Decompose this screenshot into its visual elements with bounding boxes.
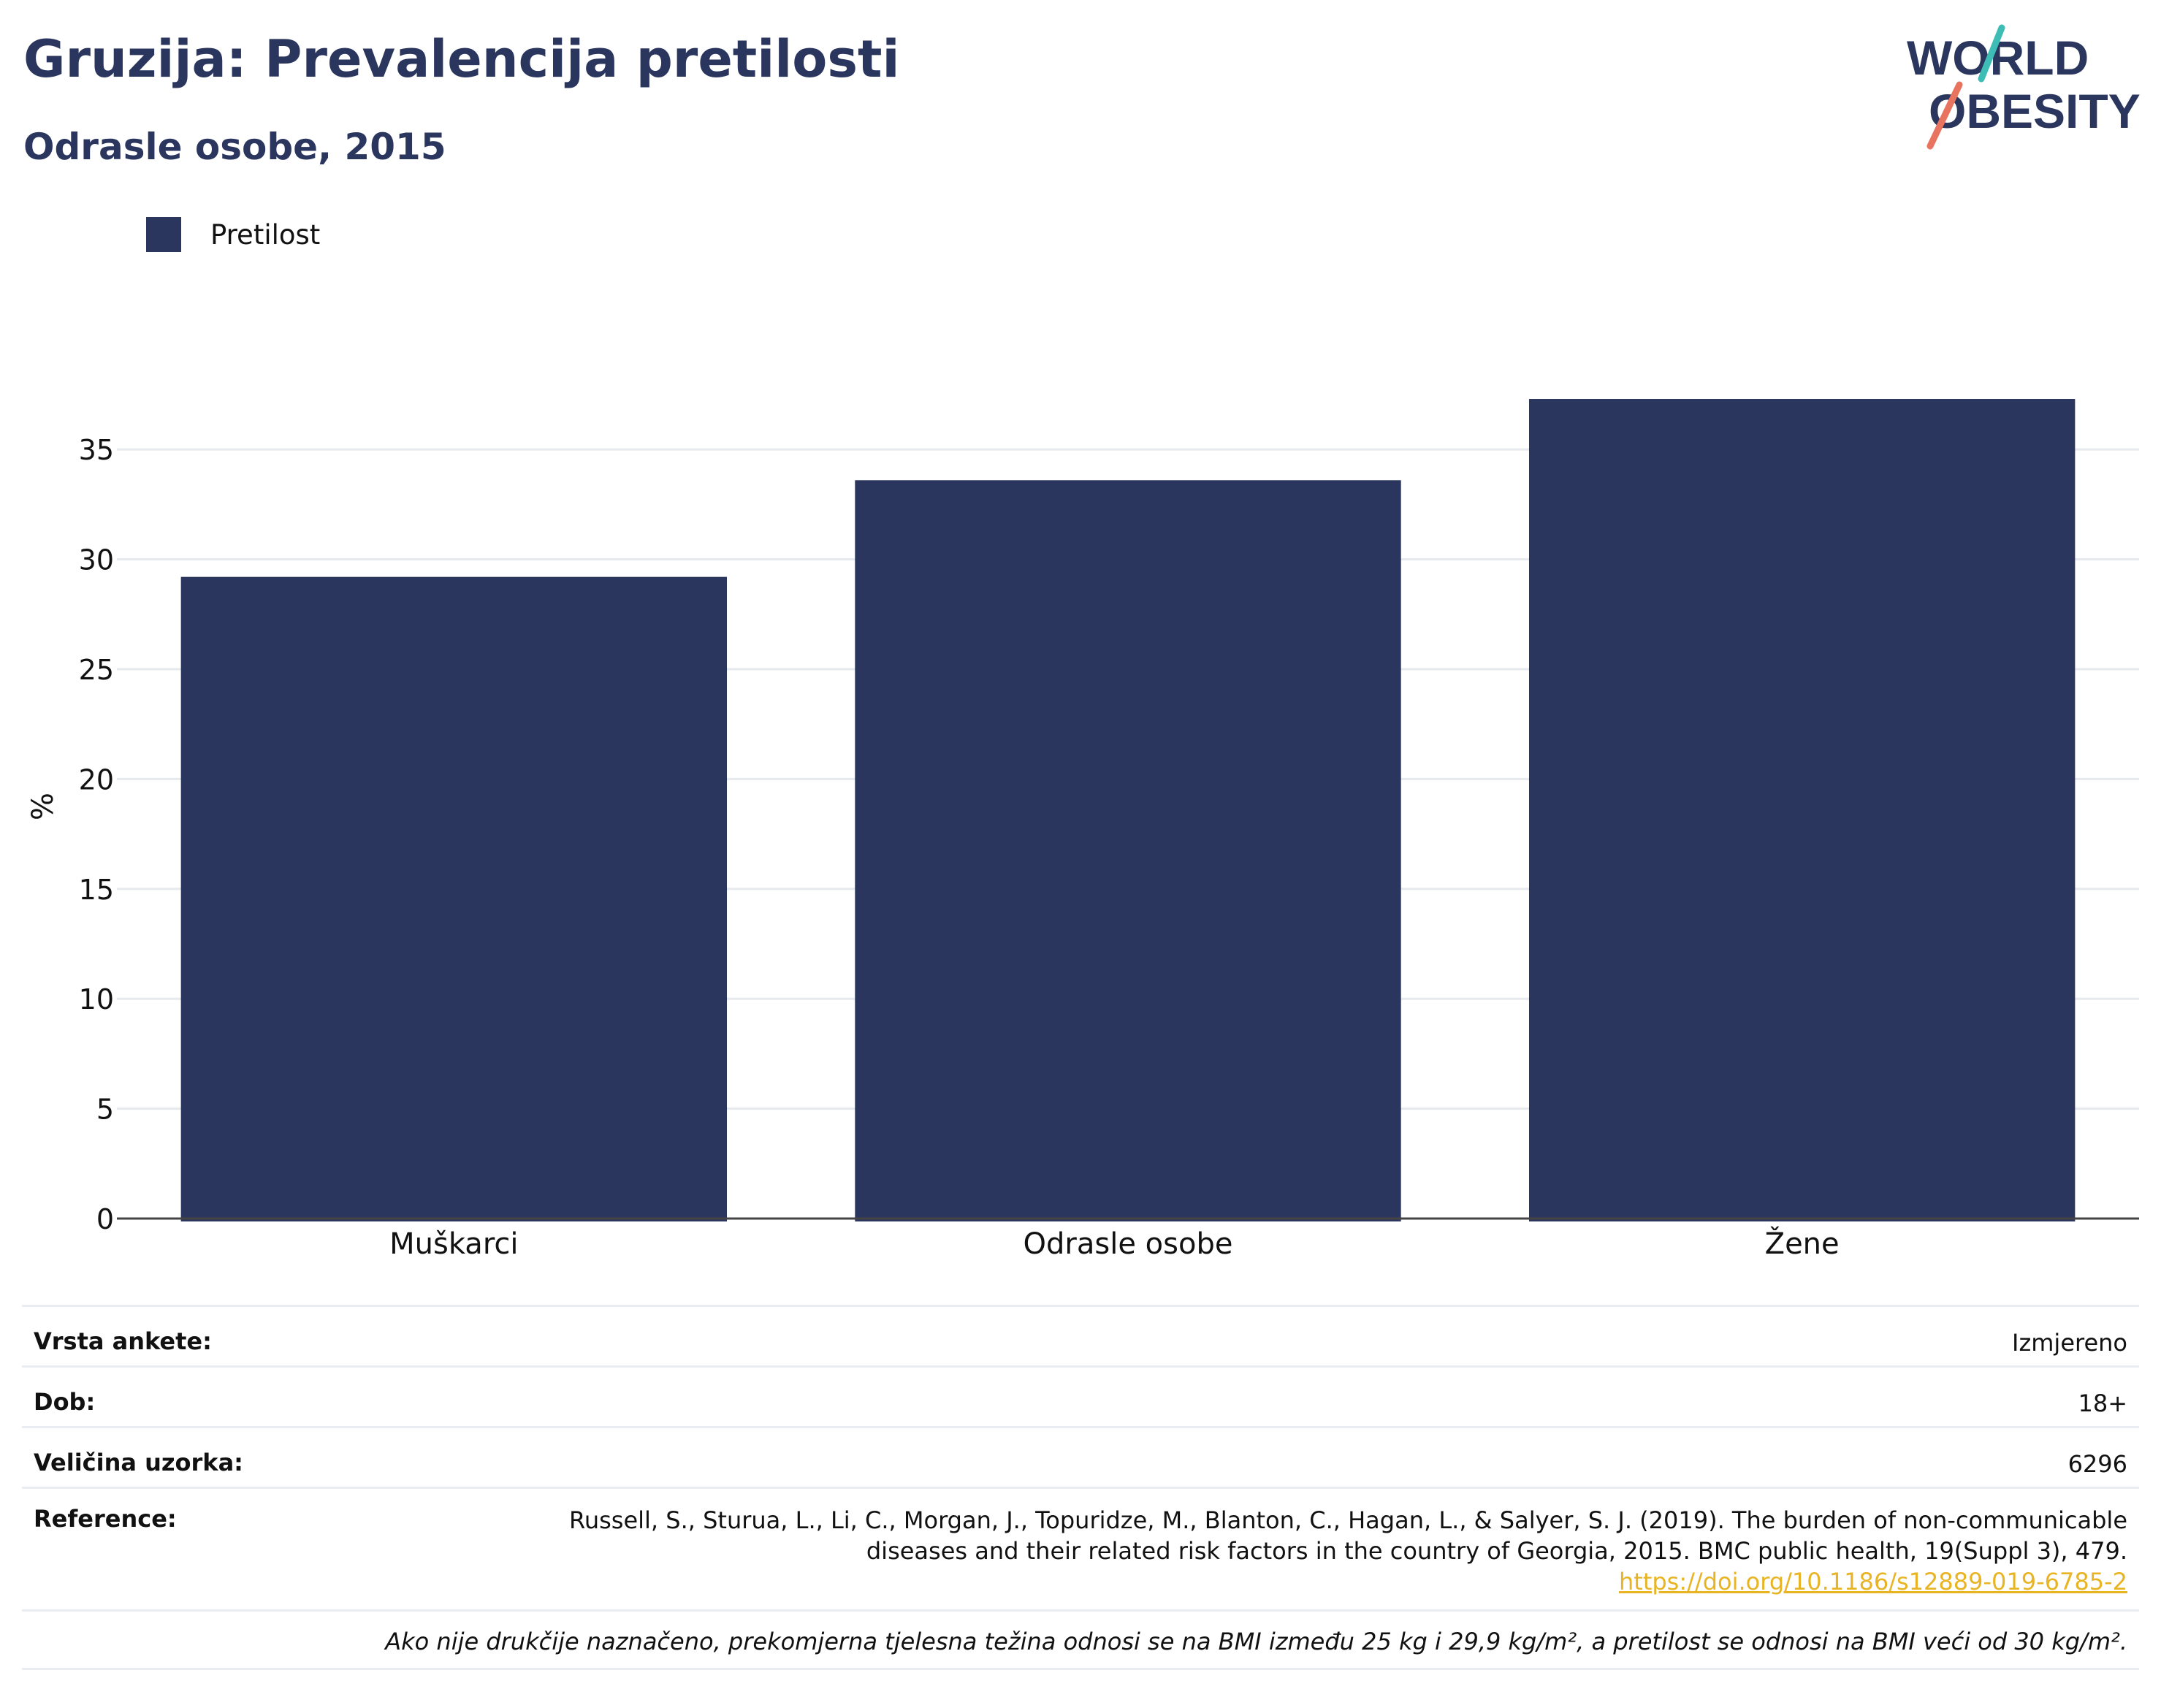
legend: Pretilost <box>146 216 320 253</box>
logo-slash-teal <box>1978 24 2005 83</box>
world-obesity-logo: WORLD OBESITY <box>1907 24 2141 150</box>
meta-key-sample: Veličina uzorka: <box>34 1449 243 1476</box>
bar <box>1528 399 2076 1221</box>
bars <box>180 399 2076 1221</box>
y-tick-label: 20 <box>79 763 114 796</box>
chart-title: Gruzija: Prevalencija pretilosti <box>23 29 900 89</box>
reference-line-1: Russell, S., Sturua, L., Li, C., Morgan,… <box>569 1506 2127 1534</box>
x-tick-label: Muškarci <box>389 1227 518 1261</box>
bar <box>180 576 728 1221</box>
meta-row-reference: Reference: Russell, S., Sturua, L., Li, … <box>22 1487 2139 1609</box>
bar-chart: 0 5 10 15 20 25 30 35 Muškarci Odrasle osobe Žene… <box>26 399 2139 1261</box>
bar <box>855 480 1401 1221</box>
meta-row-age: Dob: 18+ <box>22 1365 2139 1426</box>
meta-row-survey: Vrsta ankete: Izmjereno <box>22 1305 2139 1365</box>
meta-key-survey: Vrsta ankete: <box>34 1327 212 1355</box>
chart-subtitle: Odrasle osobe, 2015 <box>23 126 446 168</box>
meta-key-age: Dob: <box>34 1388 96 1416</box>
meta-val-reference: Russell, S., Sturua, L., Li, C., Morgan,… <box>569 1505 2127 1597</box>
y-tick-label: 30 <box>79 544 114 576</box>
legend-swatch <box>146 217 181 252</box>
meta-row-sample: Veličina uzorka: 6296 <box>22 1426 2139 1487</box>
logo-slash-coral <box>1926 81 1963 150</box>
y-tick-labels: 0 5 10 15 20 25 30 35 <box>79 434 114 1235</box>
definition-note: Ako nije drukčije naznačeno, prekomjerna… <box>22 1609 2139 1670</box>
y-tick-label: 15 <box>79 874 114 906</box>
reference-doi-link[interactable]: https://doi.org/10.1186/s12889-019-6785-… <box>1618 1568 2127 1595</box>
metadata-table: Vrsta ankete: Izmjereno Dob: 18+ Veličin… <box>22 1305 2139 1670</box>
meta-key-reference: Reference: <box>34 1505 177 1533</box>
x-tick-label: Odrasle osobe <box>1024 1227 1233 1261</box>
y-tick-label: 35 <box>79 434 114 466</box>
y-tick-label: 0 <box>96 1203 114 1235</box>
y-tick-label: 5 <box>96 1094 114 1126</box>
meta-val-age: 18+ <box>2078 1389 2127 1417</box>
reference-line-2: diseases and their related risk factors … <box>866 1537 2127 1565</box>
y-tick-label: 25 <box>79 654 114 686</box>
x-tick-labels: Muškarci Odrasle osobe Žene <box>389 1226 1840 1261</box>
meta-val-survey: Izmjereno <box>2012 1329 2127 1357</box>
legend-label: Pretilost <box>210 218 321 251</box>
y-tick-label: 10 <box>79 983 114 1015</box>
meta-val-sample: 6296 <box>2067 1450 2127 1478</box>
logo-text-obesity: OBESITY <box>1929 84 2141 138</box>
y-axis-label: % <box>26 793 60 820</box>
x-tick-label: Žene <box>1765 1226 1840 1261</box>
